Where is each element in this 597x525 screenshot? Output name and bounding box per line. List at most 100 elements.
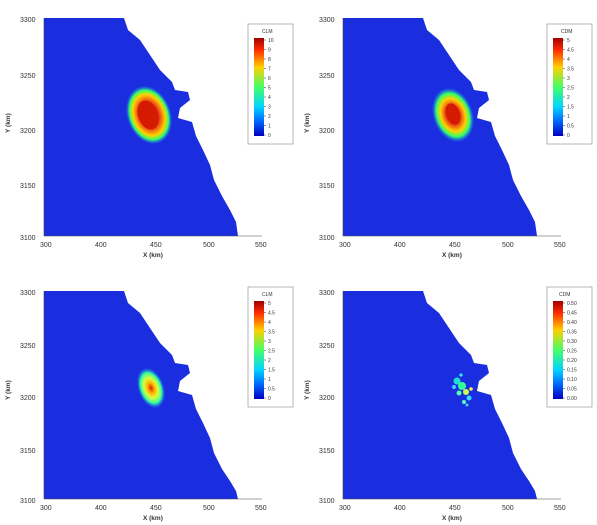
- colorbar-tick-label: 1.5: [268, 367, 275, 373]
- speckle: [459, 373, 463, 377]
- colorbar: CDM 0.50 0.45 0.40 0.35 0.30 0.25 0.20 0.15 0.10…: [546, 286, 593, 408]
- colorbar-tick-label: 0.20: [567, 358, 577, 364]
- colorbar-title: CLM: [262, 292, 273, 298]
- speckle: [453, 377, 461, 385]
- y-tick: 3200: [319, 395, 335, 402]
- y-tick: 3100: [20, 498, 36, 505]
- x-tick: 400: [394, 242, 406, 249]
- chart-2: 3300 3250 3200 3150 3100 300 400 450 500…: [304, 17, 593, 259]
- x-tick: 400: [95, 505, 107, 512]
- panel-1: 3300 3250 3200 3150 3100 300 400 450 500…: [0, 0, 298, 262]
- concentration-core: [445, 103, 461, 125]
- colorbar-tick-label: 1.5: [567, 104, 574, 110]
- x-tick: 550: [255, 242, 267, 249]
- speckle: [466, 395, 472, 401]
- x-tick: 400: [394, 505, 406, 512]
- y-axis-label: Y (km): [304, 113, 311, 133]
- y-axis-label: Y (km): [5, 113, 12, 133]
- colorbar-tick-label: 0: [268, 396, 271, 402]
- colorbar-tick-label: 0.10: [567, 377, 577, 383]
- y-tick: 3250: [20, 73, 36, 80]
- colorbar-tick-label: 3: [268, 104, 271, 110]
- y-tick: 3150: [319, 183, 335, 190]
- colorbar-tick-label: 4.5: [567, 47, 574, 53]
- x-tick: 300: [339, 505, 351, 512]
- speckle: [458, 382, 466, 390]
- x-axis-label: X (km): [442, 515, 462, 522]
- colorbar-tick-label: 2: [567, 95, 570, 101]
- x-tick: 450: [150, 505, 162, 512]
- x-tick: 450: [449, 505, 461, 512]
- colorbar: CDM 5 4.5 4 3.5 3 2.5 2 1.5 1 0.5 0: [546, 23, 593, 145]
- colorbar-title: CLM: [262, 29, 273, 35]
- colorbar-tick-label: 3: [268, 339, 271, 345]
- chart-1: 3300 3250 3200 3150 3100 300 400 450 500…: [5, 17, 294, 259]
- y-tick: 3300: [319, 290, 335, 297]
- x-tick: 500: [203, 242, 215, 249]
- concentration-core: [137, 100, 159, 130]
- colorbar: CLM 5 4.5 4 3.5 3 2.5 2 1.5 1 0.5 0: [247, 286, 294, 408]
- y-tick: 3100: [20, 235, 36, 242]
- x-tick: 400: [95, 242, 107, 249]
- colorbar-tick-label: 4: [567, 57, 570, 63]
- colorbar-tick-label: 0.25: [567, 348, 577, 354]
- colorbar-tick-label: 0.5: [268, 386, 275, 392]
- colorbar-tick-label: 2: [268, 114, 271, 120]
- colorbar-tick-label: 0: [567, 133, 570, 139]
- y-tick: 3200: [319, 128, 335, 135]
- x-tick: 550: [554, 505, 566, 512]
- colorbar-tick-label: 0.15: [567, 367, 577, 373]
- colorbar-tick-label: 2: [268, 358, 271, 364]
- x-axis-label: X (km): [143, 515, 163, 522]
- colorbar-tick-label: 6: [268, 76, 271, 82]
- colorbar-tick-label: 5: [268, 301, 271, 307]
- colorbar-tick-label: 10: [268, 38, 274, 44]
- colorbar-tick-label: 0.50: [567, 301, 577, 307]
- y-tick: 3300: [319, 17, 335, 24]
- colorbar-tick-label: 1: [268, 377, 271, 383]
- speckle: [462, 400, 466, 404]
- colorbar-tick-label: 3: [567, 76, 570, 82]
- colorbar-tick-label: 0.00: [567, 396, 577, 402]
- x-tick: 450: [150, 242, 162, 249]
- speckle: [469, 387, 473, 391]
- speckle: [452, 385, 456, 389]
- colorbar-tick-label: 1: [567, 114, 570, 120]
- speckle: [456, 390, 462, 396]
- colorbar-title: CDM: [559, 292, 570, 298]
- colorbar-tick-label: 5: [268, 85, 271, 91]
- colorbar-tick-label: 8: [268, 57, 271, 63]
- colorbar-tick-label: 0.5: [567, 123, 574, 129]
- x-tick: 300: [40, 242, 52, 249]
- colorbar-tick-label: 3.5: [567, 66, 574, 72]
- y-tick: 3300: [20, 290, 36, 297]
- x-tick: 550: [554, 242, 566, 249]
- speckle: [465, 403, 469, 407]
- x-tick: 500: [502, 242, 514, 249]
- colorbar-tick-label: 0.45: [567, 310, 577, 316]
- concentration-speckles: [452, 373, 473, 407]
- colorbar-tick-label: 0.05: [567, 386, 577, 392]
- chart-4: 3300 3250 3200 3150 3100 300 400 450 500…: [304, 286, 593, 522]
- x-tick: 300: [339, 242, 351, 249]
- colorbar-title: CDM: [561, 29, 572, 35]
- y-tick: 3200: [20, 395, 36, 402]
- y-tick: 3150: [319, 448, 335, 455]
- colorbar-tick-label: 4: [268, 320, 271, 326]
- colorbar-tick-label: 2.5: [567, 85, 574, 91]
- colorbar-tick-label: 4: [268, 95, 271, 101]
- colorbar-tick-label: 7: [268, 66, 271, 72]
- colorbar-tick-label: 1: [268, 123, 271, 129]
- y-tick: 3100: [319, 235, 335, 242]
- colorbar-tick-label: 3.5: [268, 329, 275, 335]
- y-tick: 3200: [20, 128, 36, 135]
- panel-4: 3300 3250 3200 3150 3100 300 400 450 500…: [299, 263, 597, 525]
- y-tick: 3250: [20, 343, 36, 350]
- y-tick: 3100: [319, 498, 335, 505]
- y-axis-label: Y (km): [5, 380, 12, 400]
- colorbar-tick-label: 5: [567, 38, 570, 44]
- speckle: [463, 389, 469, 395]
- concentration-plume: [136, 367, 166, 409]
- colorbar-tick-label: 0.30: [567, 339, 577, 345]
